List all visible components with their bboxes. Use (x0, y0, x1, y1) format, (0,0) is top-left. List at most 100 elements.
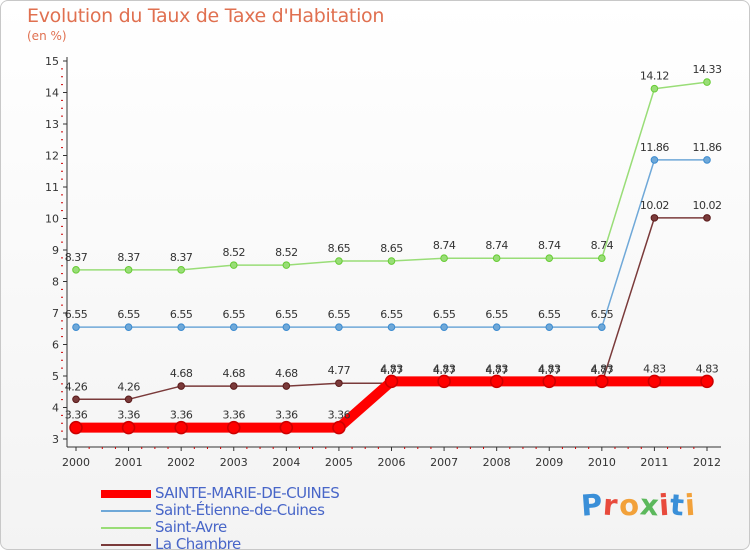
x-tick-label: 2000 (62, 456, 90, 469)
y-tick-label: 12 (45, 150, 59, 163)
legend-label: SAINTE-MARIE-DE-CUINES (155, 484, 340, 502)
data-label: 4.83 (485, 362, 508, 375)
data-point (282, 261, 291, 269)
y-tick-label: 7 (52, 307, 59, 320)
data-point (440, 254, 448, 262)
data-label: 8.74 (591, 239, 614, 252)
data-point (72, 323, 80, 331)
data-point (177, 266, 185, 274)
data-point (650, 214, 659, 222)
y-tick-label: 13 (45, 118, 59, 131)
y-tick-label: 8 (52, 276, 59, 289)
data-point (492, 254, 501, 262)
data-point (72, 266, 80, 274)
data-label: 8.74 (538, 239, 561, 252)
data-point (647, 374, 662, 389)
x-tick-label: 2001 (115, 456, 143, 469)
data-point (650, 84, 659, 93)
data-label: 4.77 (591, 364, 614, 377)
data-point (598, 254, 606, 262)
data-label: 4.77 (328, 364, 351, 377)
data-point (177, 382, 185, 390)
y-tick-label: 15 (45, 55, 59, 68)
data-label: 4.77 (433, 364, 456, 377)
data-label: 6.55 (485, 308, 508, 321)
data-point (384, 374, 399, 389)
x-tick-label: 2011 (640, 456, 668, 469)
x-tick-label: 2009 (535, 456, 563, 469)
data-label: 4.77 (380, 364, 403, 377)
data-label: 6.55 (380, 308, 403, 321)
data-label: 8.52 (275, 246, 298, 259)
series-markers (69, 78, 714, 435)
data-point (229, 382, 238, 390)
data-label: 8.37 (117, 251, 140, 264)
data-point (174, 420, 188, 435)
data-point (282, 382, 291, 390)
data-label: 4.26 (65, 380, 88, 393)
data-point (121, 420, 136, 435)
data-label: 14.33 (693, 63, 722, 76)
data-label: 4.68 (275, 367, 298, 380)
data-point (279, 420, 294, 435)
data-label: 3.36 (170, 409, 193, 422)
data-label: 4.83 (538, 362, 561, 375)
data-point (650, 156, 659, 164)
chart-subtitle: (en %) (27, 29, 67, 43)
legend-label: La Chambre (155, 535, 241, 550)
legend-label: Saint-Avre (155, 518, 227, 536)
data-label: 4.26 (117, 380, 140, 393)
y-tick-label: 9 (52, 244, 59, 257)
data-point (489, 374, 504, 389)
data-label: 6.55 (223, 308, 246, 321)
data-label: 10.02 (693, 199, 722, 212)
data-label: 8.65 (328, 242, 351, 255)
data-label: 11.86 (640, 141, 669, 154)
data-point (387, 257, 396, 265)
data-label: 6.55 (328, 308, 351, 321)
legend-swatch (101, 490, 151, 498)
data-point (282, 323, 291, 331)
data-label: 3.36 (328, 409, 351, 422)
data-point (703, 214, 711, 222)
data-point (700, 374, 714, 389)
data-point (703, 156, 711, 164)
data-point (124, 323, 133, 331)
x-tick-label: 2006 (378, 456, 406, 469)
x-tick-label: 2002 (167, 456, 195, 469)
data-label: 8.74 (485, 239, 508, 252)
legend-swatch (101, 510, 151, 512)
data-point (437, 374, 451, 389)
data-label: 14.12 (640, 70, 669, 83)
data-point (72, 395, 80, 404)
data-point (335, 323, 343, 331)
data-point (177, 323, 185, 331)
data-point (598, 323, 606, 331)
y-tick-label: 6 (52, 339, 59, 352)
data-point (545, 254, 554, 262)
data-point (227, 420, 241, 435)
data-label: 8.74 (433, 239, 456, 252)
data-point (542, 374, 556, 389)
data-label: 4.83 (696, 362, 719, 375)
data-point (335, 379, 343, 388)
data-label: 6.55 (433, 308, 456, 321)
x-tick-label: 2004 (272, 456, 300, 469)
data-label: 6.55 (65, 308, 88, 321)
data-label: 6.55 (275, 308, 298, 321)
x-tick-label: 2012 (693, 456, 721, 469)
data-point (124, 395, 133, 404)
y-tick-label: 14 (45, 87, 59, 100)
data-point (387, 323, 396, 331)
data-label: 3.36 (275, 409, 298, 422)
x-tick-label: 2010 (588, 456, 616, 469)
data-point (229, 261, 238, 269)
data-point (703, 78, 711, 86)
x-tick-label: 2005 (325, 456, 353, 469)
legend-swatch (101, 527, 151, 529)
x-tick-label: 2007 (430, 456, 458, 469)
data-label: 6.55 (538, 308, 561, 321)
data-point (332, 420, 346, 435)
data-point (440, 323, 448, 331)
